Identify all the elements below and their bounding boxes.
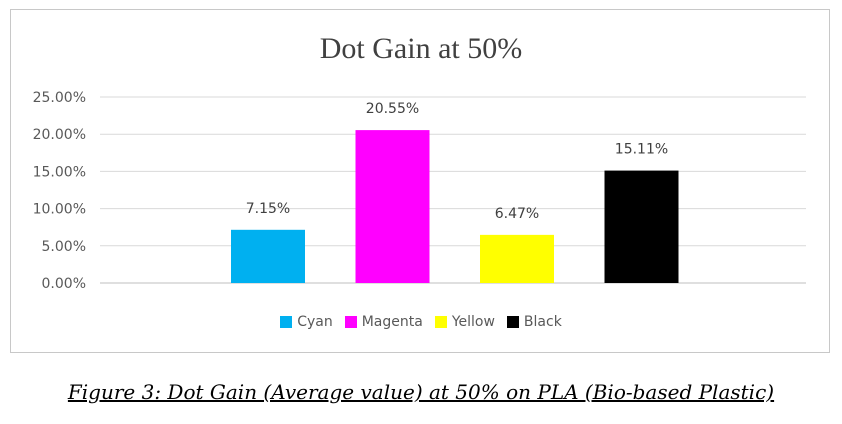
legend-swatch <box>434 316 447 328</box>
data-label: 20.55% <box>366 101 419 117</box>
legend-item-cyan: Cyan <box>280 314 333 330</box>
chart-title: Dot Gain at 50% <box>319 32 523 65</box>
data-labels: 7.15% 20.55% 6.47% 15.11% <box>246 101 668 222</box>
legend-item-magenta: Magenta <box>344 314 423 330</box>
legend: Cyan Magenta Yellow Black <box>0 314 842 330</box>
legend-item-black: Black <box>506 314 562 330</box>
legend-label: Magenta <box>361 314 423 330</box>
legend-label: Cyan <box>297 314 333 330</box>
y-tick-label: 15.00% <box>33 164 86 180</box>
bar-black <box>604 170 679 283</box>
bars <box>231 130 679 283</box>
y-tick-label: 10.00% <box>33 202 86 218</box>
data-label: 6.47% <box>495 206 539 222</box>
legend-swatch <box>280 316 293 328</box>
bar-cyan <box>231 229 305 283</box>
legend-swatch <box>506 316 519 328</box>
legend-label: Black <box>523 314 562 330</box>
bar-magenta <box>355 130 430 283</box>
y-tick-label: 5.00% <box>42 239 86 255</box>
bar-yellow <box>480 234 554 283</box>
legend-swatch <box>344 316 357 328</box>
data-label: 7.15% <box>246 201 290 217</box>
figure-caption: Figure 3: Dot Gain (Average value) at 50… <box>67 380 775 404</box>
y-tick-label: 25.00% <box>33 90 86 106</box>
legend-item-yellow: Yellow <box>434 314 495 330</box>
y-tick-label: 0.00% <box>42 276 86 292</box>
y-tick-label: 20.00% <box>33 127 86 143</box>
grid-lines <box>100 96 806 284</box>
data-label: 15.11% <box>615 142 668 158</box>
legend-label: Yellow <box>451 314 495 330</box>
y-axis-ticks: 0.00% 5.00% 10.00% 15.00% 20.00% 25.00% <box>33 90 86 292</box>
